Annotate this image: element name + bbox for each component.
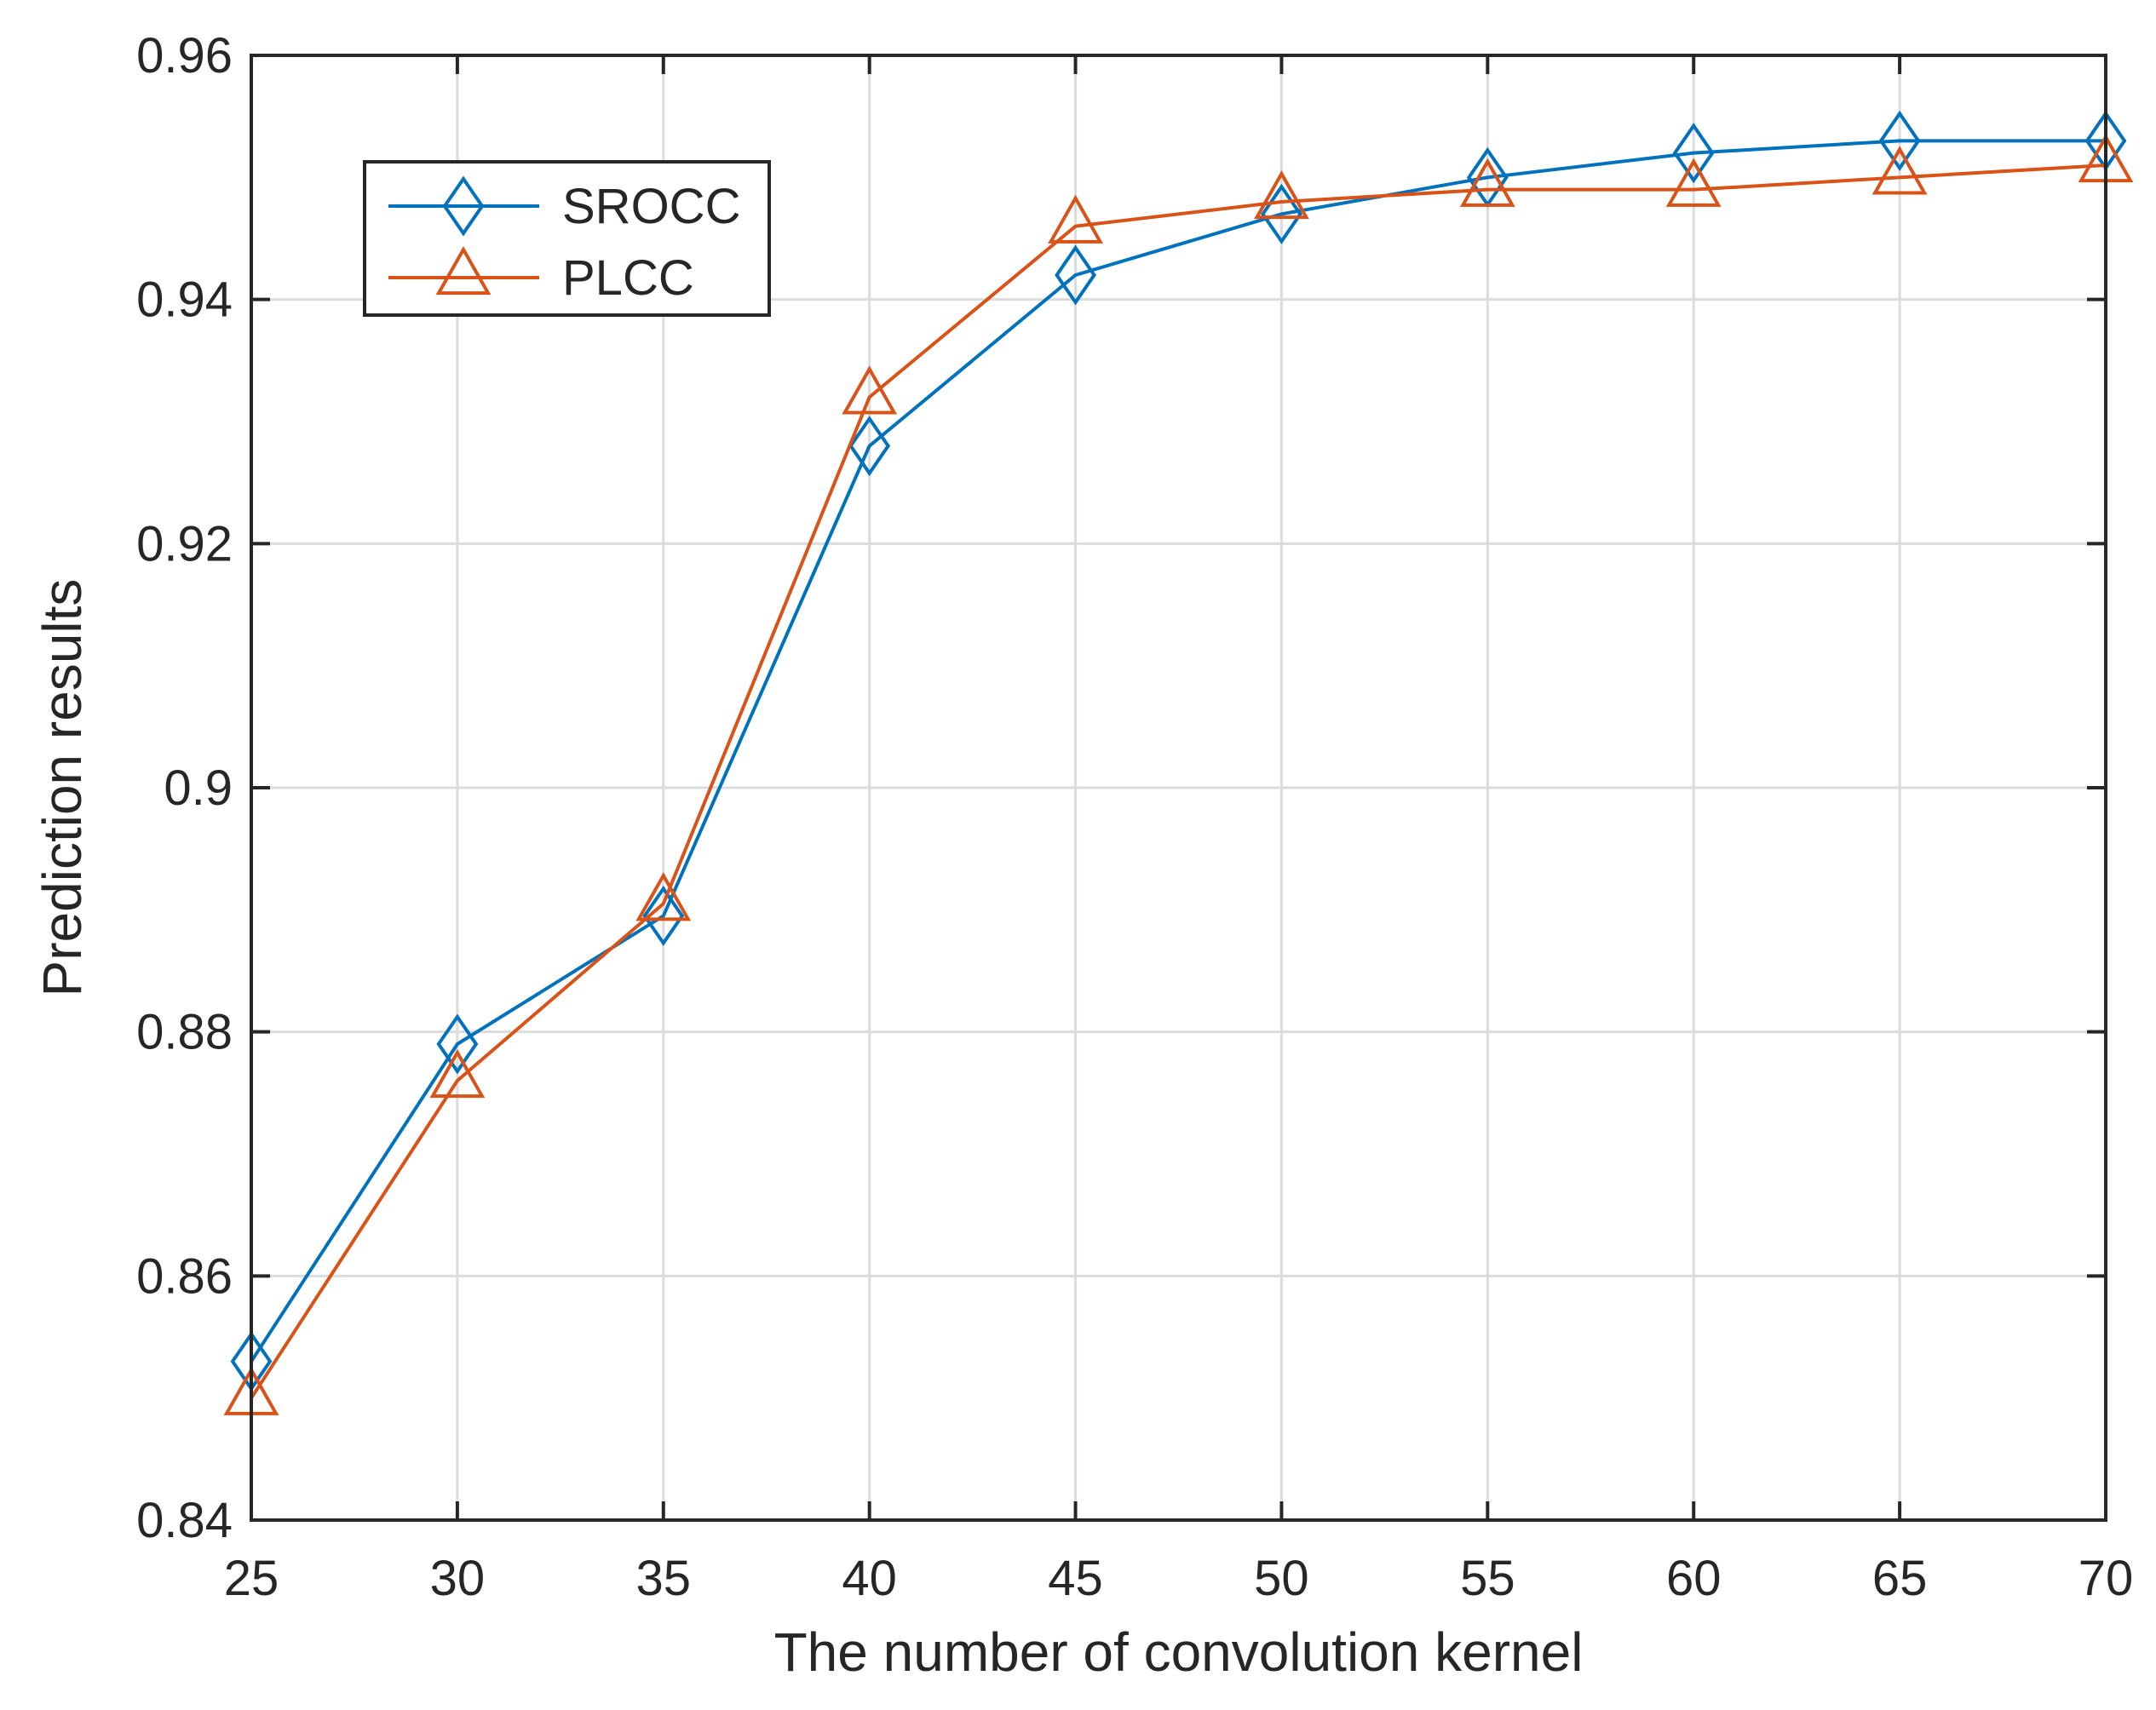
x-tick-label: 40	[842, 1551, 897, 1606]
y-axis-label: Prediction results	[32, 579, 93, 997]
x-tick-label: 50	[1254, 1551, 1309, 1606]
plcc-point	[429, 1048, 486, 1099]
legend-marker	[435, 245, 492, 296]
x-tick-label: 35	[636, 1551, 692, 1606]
plcc-point	[1459, 158, 1515, 207]
plcc-point	[1665, 158, 1722, 207]
y-tick-label: 0.88	[136, 1005, 233, 1060]
y-tick-label: 0.84	[136, 1493, 233, 1548]
plcc-point	[1048, 194, 1103, 244]
x-tick-label: 55	[1460, 1551, 1515, 1606]
x-tick-label: 65	[1872, 1551, 1928, 1606]
srocc-point	[1672, 123, 1715, 184]
plcc-line	[250, 164, 2107, 1399]
srocc-point	[1055, 244, 1096, 306]
legend-item-srocc: SROCC	[388, 175, 740, 237]
y-tick-label: 0.94	[136, 273, 233, 328]
legend-label: SROCC	[562, 179, 740, 234]
legend-box	[363, 160, 771, 317]
label-layer: 25 30 35 40 45 50 55 60 65 70 0.84 0.86 0.88 0.9 0.92 0…	[136, 28, 2133, 1606]
x-tick-label: 45	[1048, 1551, 1103, 1606]
y-tick-label: 0.96	[136, 28, 233, 83]
srocc-point	[1878, 110, 1921, 171]
srocc-point	[642, 885, 685, 947]
y-tick-label: 0.86	[136, 1248, 233, 1304]
series-layer	[223, 110, 2134, 1415]
plcc-point	[635, 872, 692, 921]
plcc-point	[842, 365, 898, 415]
x-axis-label: The number of convolution kernel	[774, 1621, 1584, 1683]
x-tick-label: 30	[430, 1551, 486, 1606]
plcc-point	[1254, 169, 1309, 220]
srocc-line	[250, 139, 2106, 1363]
srocc-point	[848, 416, 891, 477]
legend-marker	[442, 175, 485, 237]
legend-label: PLCC	[562, 250, 694, 306]
x-tick-label: 70	[2078, 1551, 2134, 1606]
y-tick-label: 0.9	[164, 760, 233, 816]
srocc-point	[436, 1013, 479, 1075]
plcc-point	[1871, 146, 1928, 195]
legend-item-plcc: PLCC	[388, 245, 694, 306]
x-tick-label: 60	[1666, 1551, 1722, 1606]
tick-layer	[250, 54, 2107, 1522]
legend: SROCC PLCC	[363, 160, 771, 317]
x-tick-label: 25	[224, 1551, 279, 1606]
y-tick-label: 0.92	[136, 516, 233, 571]
